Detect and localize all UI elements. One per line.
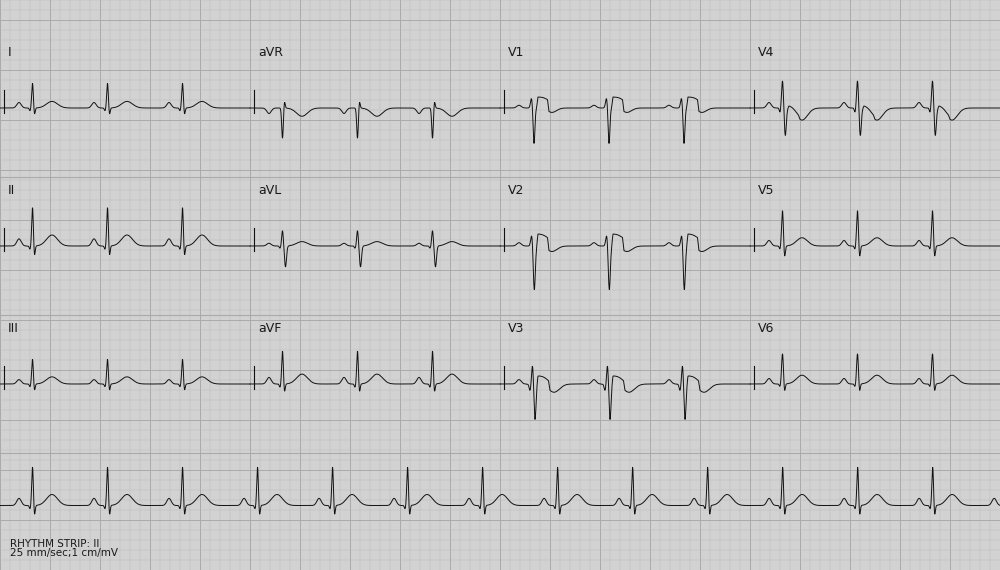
Text: I: I [8, 46, 12, 59]
Text: V1: V1 [508, 46, 524, 59]
Text: RHYTHM STRIP: II: RHYTHM STRIP: II [10, 539, 99, 549]
Text: 25 mm/sec;1 cm/mV: 25 mm/sec;1 cm/mV [10, 548, 118, 558]
Text: V3: V3 [508, 322, 524, 335]
Text: V4: V4 [758, 46, 774, 59]
Text: aVF: aVF [258, 322, 281, 335]
Text: III: III [8, 322, 19, 335]
Text: aVL: aVL [258, 184, 281, 197]
Text: V6: V6 [758, 322, 774, 335]
Text: V5: V5 [758, 184, 774, 197]
Text: II: II [8, 184, 15, 197]
Text: aVR: aVR [258, 46, 283, 59]
Text: V2: V2 [508, 184, 524, 197]
